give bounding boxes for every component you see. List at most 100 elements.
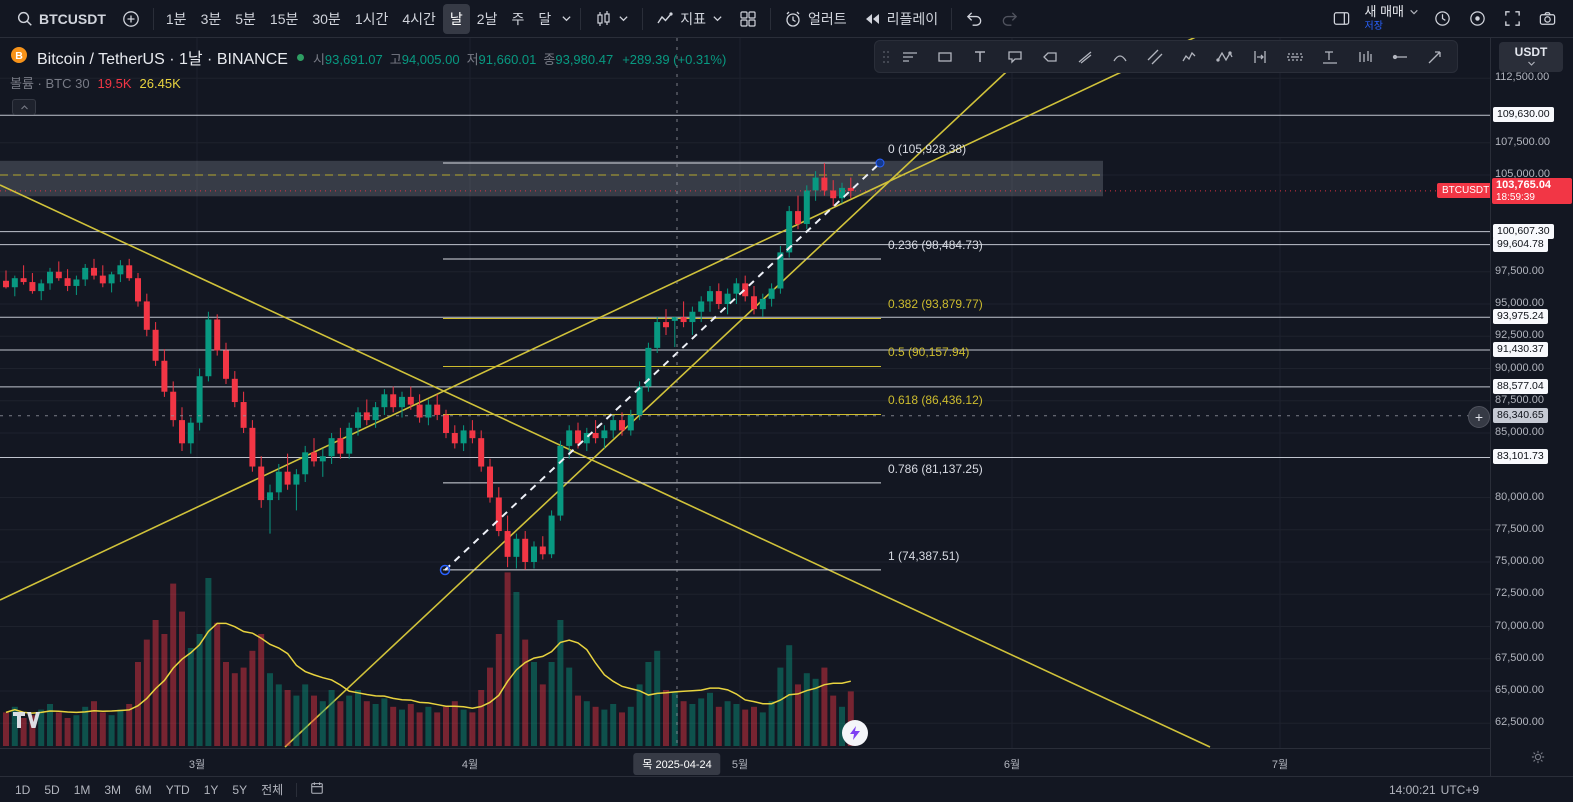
callout-tool[interactable]: [998, 43, 1032, 70]
interval-15분[interactable]: 15분: [263, 4, 305, 34]
replay-label: 리플레이: [886, 10, 939, 27]
interval-2날[interactable]: 2날: [470, 4, 505, 34]
arrow-tool[interactable]: [1418, 43, 1452, 70]
horizontal-ray-tool[interactable]: [1383, 43, 1417, 70]
save-status-label[interactable]: 저장: [1364, 20, 1383, 32]
separator: [951, 7, 953, 30]
price-axis-label: 86,340.65: [1493, 407, 1548, 423]
time-axis-label: 3월: [188, 759, 206, 771]
add-symbol-button[interactable]: [114, 5, 148, 33]
interval-menu-button[interactable]: [558, 8, 575, 29]
time-axis[interactable]: 목 2025-04-24 3월 4월 5월 6월 7월: [0, 748, 1490, 776]
interval-주[interactable]: 주: [504, 4, 531, 34]
price-axis-label: 95,000.00: [1495, 297, 1544, 309]
fib-label[interactable]: 0.618 (86,436.12): [888, 393, 983, 408]
text-tool[interactable]: [963, 43, 997, 70]
plus-circle-icon: [123, 10, 139, 27]
trend-line-tool[interactable]: [1068, 43, 1102, 70]
rectangle-tool[interactable]: [928, 43, 962, 70]
horizontal-line-tool[interactable]: [893, 43, 927, 70]
price-line-symbol-tag: BTCUSDT: [1437, 182, 1495, 198]
price-axis-label: 65,000.00: [1495, 684, 1544, 696]
replay-button[interactable]: 리플레이: [855, 4, 947, 34]
symbol-search-button[interactable]: BTCUSDT: [8, 5, 114, 32]
panel-toggle-button[interactable]: [1324, 4, 1359, 33]
fib-label[interactable]: 0.382 (93,879.77): [888, 297, 983, 312]
scale-settings-gear-icon[interactable]: [1531, 750, 1545, 769]
fib-label[interactable]: 0.236 (98,484.73): [888, 238, 983, 253]
price-axis-label: 77,500.00: [1495, 522, 1544, 535]
camera-icon: [1539, 12, 1556, 25]
interval-날[interactable]: 날: [442, 3, 470, 34]
measure-tool[interactable]: [1278, 43, 1312, 70]
bars-pattern-tool[interactable]: [1348, 43, 1382, 70]
range-1M[interactable]: 1M: [67, 781, 98, 799]
interval-5분[interactable]: 5분: [228, 4, 263, 34]
fib-label[interactable]: 1 (74,387.51): [888, 548, 960, 563]
lightning-badge[interactable]: [842, 720, 868, 746]
fib-label[interactable]: 0.786 (81,137.25): [888, 461, 983, 476]
ohlc-values: 시93,691.07 고94,005.00 저91,660.01 종93,980…: [312, 52, 614, 67]
price-axis-label: 80,000.00: [1495, 490, 1544, 503]
fib-label[interactable]: 0.5 (90,157.94): [888, 345, 970, 360]
screenshot-button[interactable]: [1530, 4, 1565, 33]
elliott-wave-tool[interactable]: [1173, 43, 1207, 70]
layout-menu-button[interactable]: 새 매매 저장: [1359, 4, 1426, 32]
interval-30분[interactable]: 30분: [305, 4, 347, 34]
price-axis-label: 75,000.00: [1495, 555, 1544, 567]
horizontal-line-icon: [903, 51, 917, 62]
price-label-tool[interactable]: [1033, 43, 1067, 70]
tradingview-logo[interactable]: [12, 710, 42, 735]
price-axis[interactable]: 103,765.04 18:59:39 112,500.00 109,630.00…: [1490, 38, 1573, 776]
range-6M[interactable]: 6M: [128, 781, 159, 799]
layout-grid-button[interactable]: [731, 5, 765, 33]
parallel-channel-tool[interactable]: [1138, 43, 1172, 70]
range-5D[interactable]: 5D: [37, 781, 66, 799]
symbol-legend[interactable]: B Bitcoin / TetherUS · 1날 · BINANCE 시93,…: [10, 45, 726, 69]
interval-1시간[interactable]: 1시간: [348, 4, 396, 34]
range-YTD[interactable]: YTD: [159, 781, 197, 799]
fullscreen-button[interactable]: [1495, 4, 1530, 33]
volume-legend[interactable]: 볼륨 · BTC 30 19.5K 26.45K: [10, 73, 181, 92]
drag-handle-icon[interactable]: [880, 43, 892, 70]
redo-button[interactable]: [992, 4, 1027, 33]
interval-달[interactable]: 달: [531, 4, 558, 34]
anchored-text-tool[interactable]: [1313, 43, 1347, 70]
symbol-title[interactable]: Bitcoin / TetherUS · 1날 · BINANCE: [37, 51, 288, 68]
clock-timezone[interactable]: 14:00:21 UTC+9: [1389, 783, 1479, 797]
price-chart[interactable]: [0, 38, 1490, 748]
time-axis-label: 7월: [1271, 759, 1289, 771]
range-5Y[interactable]: 5Y: [225, 781, 254, 799]
add-alert-plus-button[interactable]: +: [1468, 406, 1490, 428]
range-전체[interactable]: 전체: [254, 779, 290, 800]
go-to-date-button[interactable]: [303, 779, 331, 800]
currency-label: USDT: [1514, 45, 1548, 60]
volume-ma-value: 26.45K: [139, 76, 181, 91]
bars-pattern-icon: [1359, 50, 1372, 62]
top-toolbar: BTCUSDT 1분 3분 5분 15분 30분 1시간 4시간 날 2날 주 달 지표 얼러트: [0, 0, 1573, 38]
fib-label[interactable]: 0 (105,928.38): [888, 142, 967, 157]
currency-toggle-button[interactable]: USDT: [1499, 42, 1563, 72]
price-axis-label: 67,500.00: [1495, 651, 1544, 664]
xabcd-pattern-tool[interactable]: [1208, 43, 1242, 70]
rectangle-icon: [938, 51, 952, 62]
curve-tool[interactable]: [1103, 43, 1137, 70]
alert-button[interactable]: 얼러트: [776, 4, 855, 34]
separator: [152, 7, 154, 30]
interval-3분[interactable]: 3분: [194, 4, 229, 34]
range-3M[interactable]: 3M: [97, 781, 128, 799]
legend-collapse-button[interactable]: [12, 99, 36, 115]
price-axis-label: 109,630.00: [1493, 107, 1554, 123]
interval-1분[interactable]: 1분: [159, 4, 194, 34]
chart-type-button[interactable]: [586, 5, 637, 33]
quick-search-button[interactable]: [1425, 4, 1460, 33]
chevron-down-icon: [562, 16, 571, 22]
interval-4시간[interactable]: 4시간: [395, 4, 443, 34]
alert-log-button[interactable]: [1460, 4, 1495, 33]
undo-button[interactable]: [957, 4, 992, 33]
range-1Y[interactable]: 1Y: [197, 781, 226, 799]
date-range-tool[interactable]: [1243, 43, 1277, 70]
indicators-button[interactable]: 지표: [648, 4, 731, 34]
range-1D[interactable]: 1D: [8, 781, 37, 799]
elliott-wave-icon: [1182, 51, 1196, 61]
